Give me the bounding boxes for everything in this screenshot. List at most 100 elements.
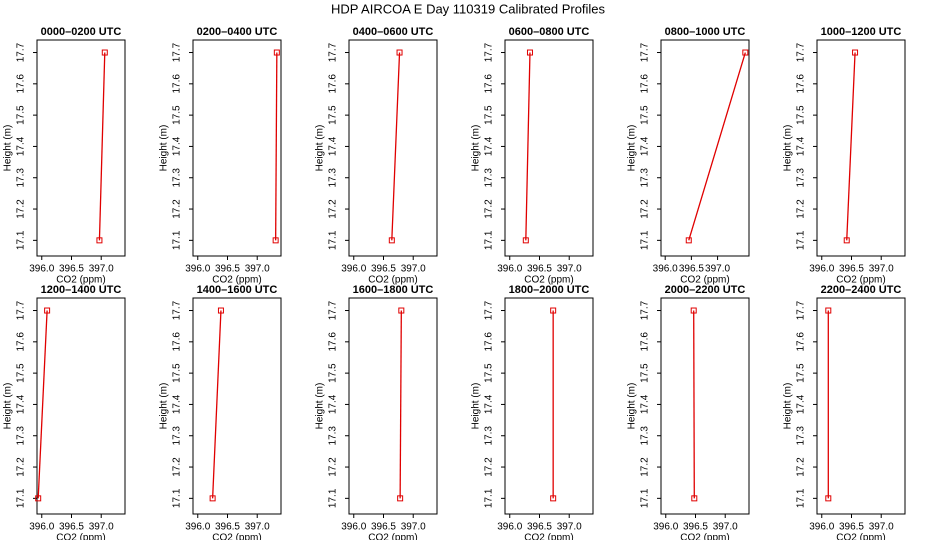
y-tick-label: 17.3 bbox=[172, 426, 183, 446]
plot-frame bbox=[660, 297, 750, 515]
y-tick-label: 17.4 bbox=[640, 136, 651, 156]
y-tick-label: 17.2 bbox=[16, 199, 27, 219]
y-tick-label: 17.5 bbox=[16, 105, 27, 125]
y-tick-label: 17.2 bbox=[640, 199, 651, 219]
y-tick-label: 17.3 bbox=[328, 426, 339, 446]
x-axis-label: CO2 (ppm) bbox=[680, 533, 729, 540]
x-tick-label: 396.0 bbox=[29, 522, 54, 533]
point bbox=[101, 49, 108, 56]
y-tick-label: 17.6 bbox=[484, 74, 495, 94]
x-tick-label: 396.5 bbox=[839, 522, 864, 533]
panel: 1200–1400 UTC 396.0 396.5 397.0 17.1 17.2 17.3… bbox=[3, 284, 126, 540]
y-tick-label: 17.6 bbox=[796, 74, 807, 94]
y-tick-label: 17.1 bbox=[484, 488, 495, 508]
x-axis-label: CO2 (ppm) bbox=[524, 533, 573, 540]
y-tick-label: 17.7 bbox=[172, 300, 183, 320]
profile-line bbox=[391, 52, 401, 241]
y-axis-label: Height (m) bbox=[159, 383, 170, 430]
x-tick-label: 397.0 bbox=[89, 522, 114, 533]
x-tick-label: 396.5 bbox=[839, 264, 864, 275]
profile-line bbox=[688, 52, 746, 241]
y-axis-label: Height (m) bbox=[471, 383, 482, 430]
y-tick-label: 17.4 bbox=[172, 136, 183, 156]
y-tick-label: 17.4 bbox=[328, 136, 339, 156]
panel-title: 1000–1200 UTC bbox=[821, 26, 902, 38]
y-tick-label: 17.3 bbox=[484, 168, 495, 188]
plot-frame bbox=[36, 39, 126, 257]
x-tick-label: 396.0 bbox=[497, 522, 522, 533]
point bbox=[691, 495, 698, 502]
y-axis-label: Height (m) bbox=[315, 125, 326, 172]
x-tick-label: 396.0 bbox=[653, 522, 678, 533]
profile-line bbox=[37, 310, 48, 499]
point bbox=[35, 495, 42, 502]
y-tick-label: 17.7 bbox=[328, 300, 339, 320]
x-tick-label: 396.5 bbox=[679, 264, 704, 275]
y-tick-label: 17.4 bbox=[16, 136, 27, 156]
y-tick-label: 17.5 bbox=[172, 105, 183, 125]
panel: 0000–0200 UTC 396.0 396.5 397.0 17.1 17.2 17.3… bbox=[3, 26, 126, 286]
x-axis-label: CO2 (ppm) bbox=[212, 533, 261, 540]
y-tick-label: 17.1 bbox=[796, 488, 807, 508]
y-tick-label: 17.2 bbox=[328, 199, 339, 219]
x-tick-label: 397.0 bbox=[713, 522, 738, 533]
panel: 1000–1200 UTC 396.0 396.5 397.0 17.1 17.2 17.3… bbox=[783, 26, 906, 286]
point bbox=[852, 49, 859, 56]
y-tick-label: 17.6 bbox=[640, 74, 651, 94]
x-tick-label: 396.5 bbox=[215, 522, 240, 533]
point bbox=[825, 307, 832, 314]
x-tick-label: 396.5 bbox=[683, 522, 708, 533]
y-tick-label: 17.2 bbox=[172, 457, 183, 477]
panel-title: 0000–0200 UTC bbox=[41, 26, 122, 38]
y-tick-label: 17.4 bbox=[484, 136, 495, 156]
y-tick-label: 17.2 bbox=[640, 457, 651, 477]
x-axis-label: CO2 (ppm) bbox=[56, 533, 105, 540]
x-tick-label: 396.5 bbox=[59, 522, 84, 533]
point bbox=[522, 237, 529, 244]
x-tick-label: 396.5 bbox=[527, 264, 552, 275]
x-tick-label: 397.0 bbox=[245, 264, 270, 275]
y-axis-label: Height (m) bbox=[159, 125, 170, 172]
x-tick-label: 396.0 bbox=[497, 264, 522, 275]
y-tick-label: 17.7 bbox=[796, 42, 807, 62]
point bbox=[96, 237, 103, 244]
y-tick-label: 17.4 bbox=[172, 394, 183, 414]
x-axis-label: CO2 (ppm) bbox=[56, 275, 105, 286]
plot-frame bbox=[36, 297, 126, 515]
y-tick-label: 17.5 bbox=[796, 105, 807, 125]
y-tick-label: 17.5 bbox=[796, 363, 807, 383]
y-tick-label: 17.3 bbox=[484, 426, 495, 446]
plot-frame bbox=[816, 39, 906, 257]
panel-title: 2200–2400 UTC bbox=[821, 284, 902, 296]
x-axis-label: CO2 (ppm) bbox=[524, 275, 573, 286]
y-tick-label: 17.2 bbox=[796, 199, 807, 219]
panel-title: 0400–0600 UTC bbox=[353, 26, 434, 38]
x-axis-label: CO2 (ppm) bbox=[836, 275, 885, 286]
y-tick-label: 17.3 bbox=[640, 426, 651, 446]
x-tick-label: 396.0 bbox=[341, 264, 366, 275]
profile-line bbox=[274, 52, 278, 241]
y-tick-label: 17.5 bbox=[640, 363, 651, 383]
y-tick-label: 17.6 bbox=[172, 74, 183, 94]
point bbox=[273, 49, 280, 56]
y-tick-label: 17.6 bbox=[328, 74, 339, 94]
x-tick-label: 396.0 bbox=[185, 522, 210, 533]
y-tick-label: 17.7 bbox=[640, 300, 651, 320]
panel: 0400–0600 UTC 396.0 396.5 397.0 17.1 17.2 17.3… bbox=[315, 26, 438, 286]
profile-line bbox=[399, 310, 402, 499]
y-tick-label: 17.3 bbox=[640, 168, 651, 188]
y-tick-label: 17.1 bbox=[328, 230, 339, 250]
y-tick-label: 17.1 bbox=[484, 230, 495, 250]
y-tick-label: 17.1 bbox=[16, 488, 27, 508]
y-tick-label: 17.5 bbox=[328, 105, 339, 125]
x-tick-label: 396.5 bbox=[371, 264, 396, 275]
y-tick-label: 17.6 bbox=[328, 332, 339, 352]
x-tick-label: 396.0 bbox=[29, 264, 54, 275]
y-tick-label: 17.1 bbox=[172, 488, 183, 508]
panel-title: 1800–2000 UTC bbox=[509, 284, 590, 296]
point bbox=[397, 495, 404, 502]
x-tick-label: 397.0 bbox=[401, 522, 426, 533]
panel-title: 2000–2200 UTC bbox=[665, 284, 746, 296]
point bbox=[44, 307, 51, 314]
